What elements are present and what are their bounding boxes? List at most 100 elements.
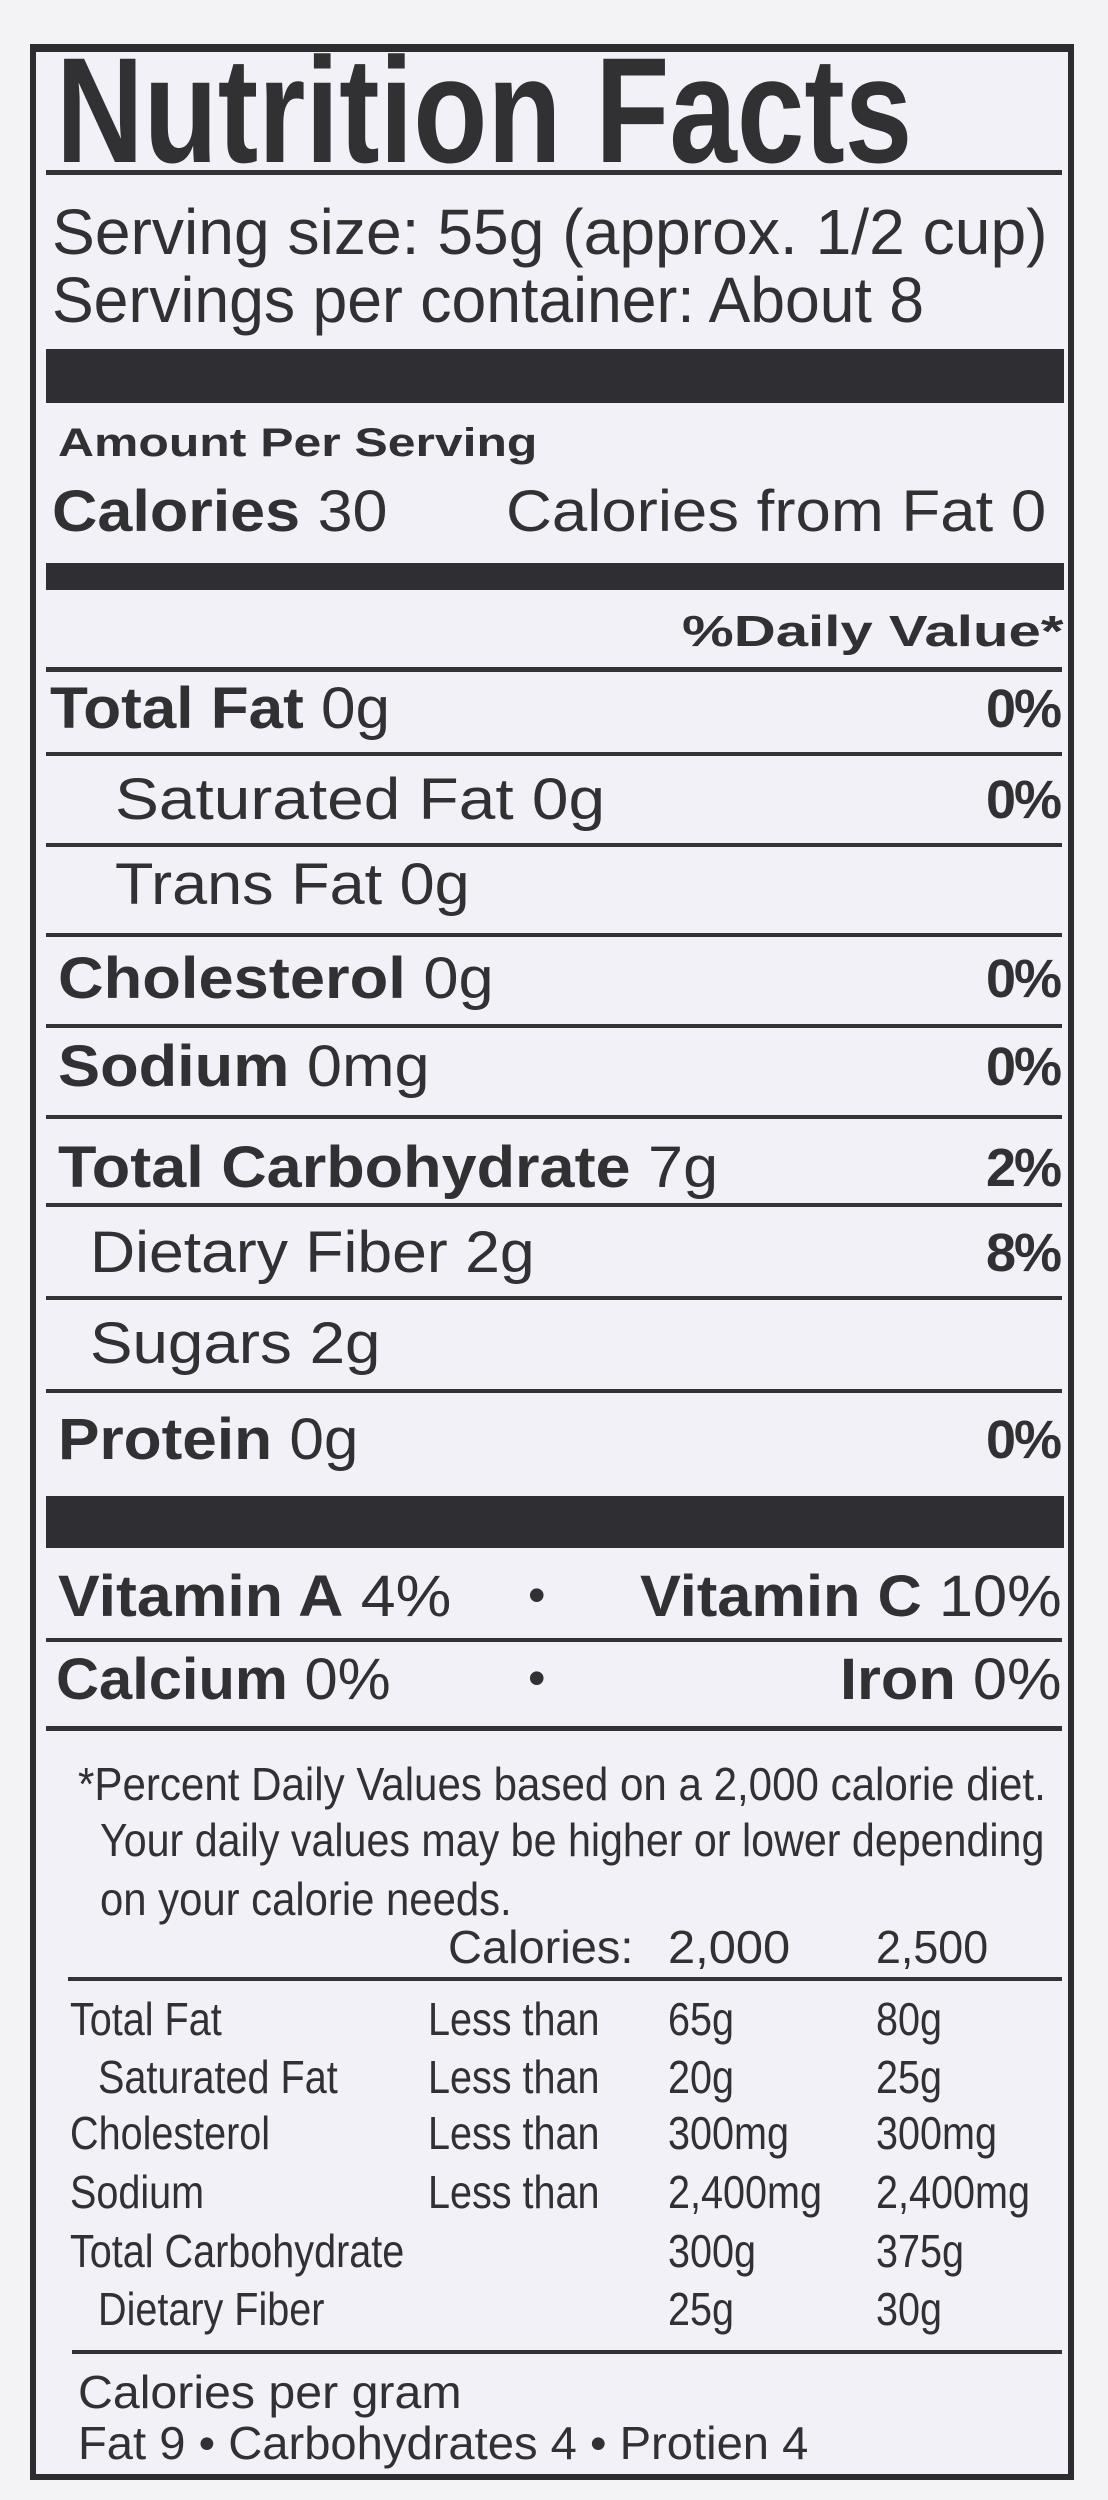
nutrient-label: Trans Fat <box>115 852 383 917</box>
nutrient-amount: 7g <box>648 1135 719 1200</box>
divider <box>72 2350 1062 2354</box>
calcium-value: 0% <box>304 1647 391 1712</box>
dv-table-qualifier: Less than <box>428 1993 600 2045</box>
dv-table-v1: 2,400mg <box>668 2166 822 2218</box>
divider <box>46 843 1062 847</box>
vitamin-c-label: Vitamin C <box>640 1564 922 1629</box>
nutrient-amount: 0g <box>399 852 470 917</box>
nutrient-amount: 0g <box>531 767 606 832</box>
vitamin-c: Vitamin C 10% <box>640 1568 1062 1626</box>
dv-table-v1: 20g <box>668 2051 735 2103</box>
nutrient-label: Sodium <box>58 1034 290 1099</box>
vitamin-c-value: 10% <box>938 1564 1062 1629</box>
divider <box>68 1977 1062 1981</box>
dv-table-label: Dietary Fiber <box>98 2283 325 2335</box>
dv-table-label: Saturated Fat <box>98 2051 338 2103</box>
calories-col-1: 2,000 <box>668 1921 791 1973</box>
dv-table-v1: 300g <box>668 2225 757 2277</box>
dv-table-v2: 25g <box>876 2051 943 2103</box>
dv-table-label: Total Fat <box>70 1993 222 2045</box>
nutrient-row-total-fat: Total Fat 0g <box>50 680 390 738</box>
nutrient-row-dietary-fiber: Dietary Fiber 2g <box>90 1224 535 1282</box>
calories-label: Calories <box>52 479 301 544</box>
nutrient-row-saturated-fat: Saturated Fat 0g <box>115 771 605 829</box>
divider <box>46 667 1062 672</box>
nutrient-daily-value: 0% <box>985 679 1062 739</box>
dv-table-v2: 80g <box>876 1993 943 2045</box>
footnote-line-1: *Percent Daily Values based on a 2,000 c… <box>78 1758 1046 1810</box>
nutrient-daily-value: 8% <box>985 1223 1062 1283</box>
dv-table-v2: 375g <box>876 2225 965 2277</box>
vitamin-a-label: Vitamin A <box>58 1564 344 1629</box>
per-gram-values: Fat 9 • Carbohydrates 4 • Protien 4 <box>78 2417 809 2469</box>
thick-bar <box>46 1496 1064 1548</box>
nutrient-amount: 0g <box>423 946 494 1011</box>
nutrient-amount: 2g <box>465 1220 535 1285</box>
nutrient-label: Total Fat <box>50 676 304 741</box>
servings-per-container: Servings per container: About 8 <box>52 264 924 336</box>
label-title: Nutrition Facts <box>56 26 913 194</box>
nutrient-amount: 0mg <box>306 1034 430 1099</box>
nutrient-amount: 0g <box>289 1407 359 1472</box>
calories-per-gram: Calories per gram <box>78 2366 462 2418</box>
calcium: Calcium 0% <box>56 1651 391 1709</box>
amount-per-serving: Amount Per Serving <box>58 421 538 465</box>
dv-table-v2: 2,400mg <box>876 2166 1030 2218</box>
nutrient-daily-value: 0% <box>985 1037 1062 1097</box>
footnote-line-3: on your calorie needs. <box>100 1873 512 1925</box>
footnote-line-2: Your daily values may be higher or lower… <box>100 1814 1045 1866</box>
nutrient-label: Total Carbohydrate <box>58 1135 631 1200</box>
dv-table-v2: 300mg <box>876 2107 997 2159</box>
thick-bar <box>46 349 1064 403</box>
divider <box>46 1296 1062 1300</box>
divider <box>46 1203 1062 1207</box>
dv-table-v1: 65g <box>668 1993 735 2045</box>
divider <box>46 1024 1062 1028</box>
separator-dot: • <box>528 1650 546 1706</box>
dv-table-label: Total Carbohydrate <box>70 2225 405 2277</box>
vitamin-a: Vitamin A 4% <box>58 1568 451 1626</box>
nutrient-row-cholesterol: Cholesterol 0g <box>58 950 494 1008</box>
calories-col-2: 2,500 <box>876 1921 989 1973</box>
nutrient-row-sodium: Sodium 0mg <box>58 1038 430 1096</box>
dv-table-v1: 300mg <box>668 2107 789 2159</box>
nutrient-label: Saturated Fat <box>115 767 514 832</box>
separator-dot: • <box>528 1567 546 1623</box>
nutrient-row-total-carbohydrate: Total Carbohydrate 7g <box>58 1139 718 1197</box>
nutrition-label <box>30 44 1074 2480</box>
nutrient-row-trans-fat: Trans Fat 0g <box>115 856 470 914</box>
nutrient-label: Sugars <box>90 1311 292 1376</box>
dv-table-label: Cholesterol <box>70 2107 271 2159</box>
nutrient-amount: 2g <box>309 1311 381 1376</box>
nutrient-daily-value: 0% <box>985 770 1062 830</box>
dv-table-qualifier: Less than <box>428 2051 600 2103</box>
calories-value: 30 <box>317 479 388 544</box>
dv-table-qualifier: Less than <box>428 2107 600 2159</box>
dv-table-qualifier: Less than <box>428 2166 600 2218</box>
medium-bar <box>46 563 1064 590</box>
divider <box>46 933 1062 937</box>
nutrient-amount: 0g <box>321 676 390 741</box>
iron-value: 0% <box>972 1647 1062 1712</box>
vitamin-a-value: 4% <box>360 1564 452 1629</box>
nutrient-row-sugars: Sugars 2g <box>90 1315 380 1373</box>
calcium-label: Calcium <box>56 1647 288 1712</box>
serving-size: Serving size: 55g (approx. 1/2 cup) <box>52 196 1048 268</box>
divider <box>46 1115 1062 1119</box>
divider <box>46 1726 1062 1731</box>
nutrient-label: Dietary Fiber <box>90 1220 448 1285</box>
divider <box>46 1389 1062 1393</box>
nutrient-daily-value: 0% <box>985 1410 1062 1470</box>
divider <box>46 1638 1062 1642</box>
calories-header: Calories: <box>448 1921 634 1973</box>
dv-table-v2: 30g <box>876 2283 943 2335</box>
daily-value-header: %Daily Value* <box>682 607 1064 656</box>
calories: Calories 30 <box>52 483 387 541</box>
nutrient-daily-value: 0% <box>985 949 1062 1009</box>
nutrient-label: Cholesterol <box>58 946 406 1011</box>
dv-table-label: Sodium <box>70 2166 205 2218</box>
iron-label: Iron <box>840 1647 956 1712</box>
divider <box>46 170 1062 175</box>
nutrient-row-protein: Protein 0g <box>58 1411 358 1469</box>
dv-table-v1: 25g <box>668 2283 735 2335</box>
